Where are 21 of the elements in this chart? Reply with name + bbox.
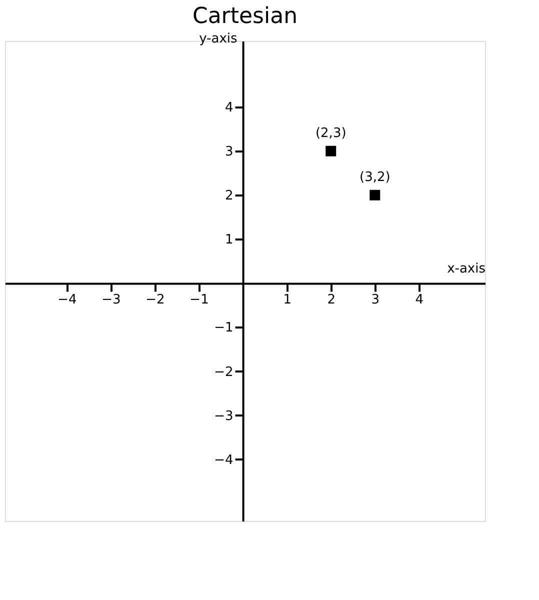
annotation: (2,3) (315, 126, 346, 142)
y-tick-label: −1 (214, 320, 234, 336)
annotation: (3,2) (359, 170, 390, 186)
y-axis-title: y-axis (199, 32, 238, 46)
x-tick-label: 4 (415, 292, 424, 308)
x-tick-label: −2 (146, 292, 165, 308)
y-tick-label: −2 (214, 364, 234, 380)
x-tick-label: −1 (190, 292, 209, 308)
y-tick-label: −3 (214, 408, 234, 424)
y-tick-label: 4 (225, 100, 234, 116)
x-tick-label: 2 (327, 292, 336, 308)
y-tick-label: 2 (225, 188, 234, 204)
y-tick-label: 3 (225, 144, 234, 160)
x-tick-label: −3 (102, 292, 121, 308)
x-axis-title: x-axis (447, 262, 486, 277)
chart-title: Cartesian (192, 4, 298, 29)
x-tick-label: −4 (58, 292, 77, 308)
y-tick-label: 1 (225, 232, 234, 248)
x-tick-label: 3 (371, 292, 380, 308)
x-tick-label: 1 (283, 292, 292, 308)
y-tick-label: −4 (214, 452, 234, 468)
